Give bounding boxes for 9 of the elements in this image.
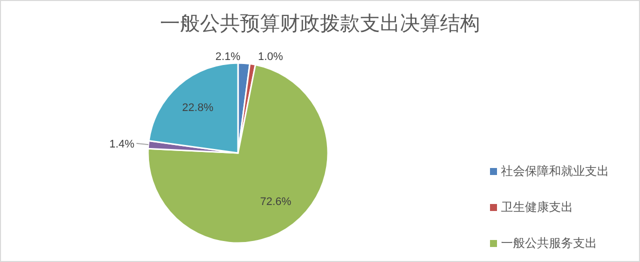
legend-label: 卫生健康支出 — [501, 200, 573, 214]
data-label: 22.8% — [182, 102, 214, 114]
data-label: 1.4% — [109, 138, 135, 150]
legend-label: 社会保障和就业支出 — [501, 164, 609, 178]
chart-title: 一般公共预算财政拨款支出决算结构 — [160, 13, 480, 35]
data-label: 1.0% — [258, 51, 284, 63]
data-label: 72.6% — [260, 196, 292, 208]
data-label: 2.1% — [215, 51, 241, 63]
legend-label: 一般公共服务支出 — [501, 236, 597, 250]
